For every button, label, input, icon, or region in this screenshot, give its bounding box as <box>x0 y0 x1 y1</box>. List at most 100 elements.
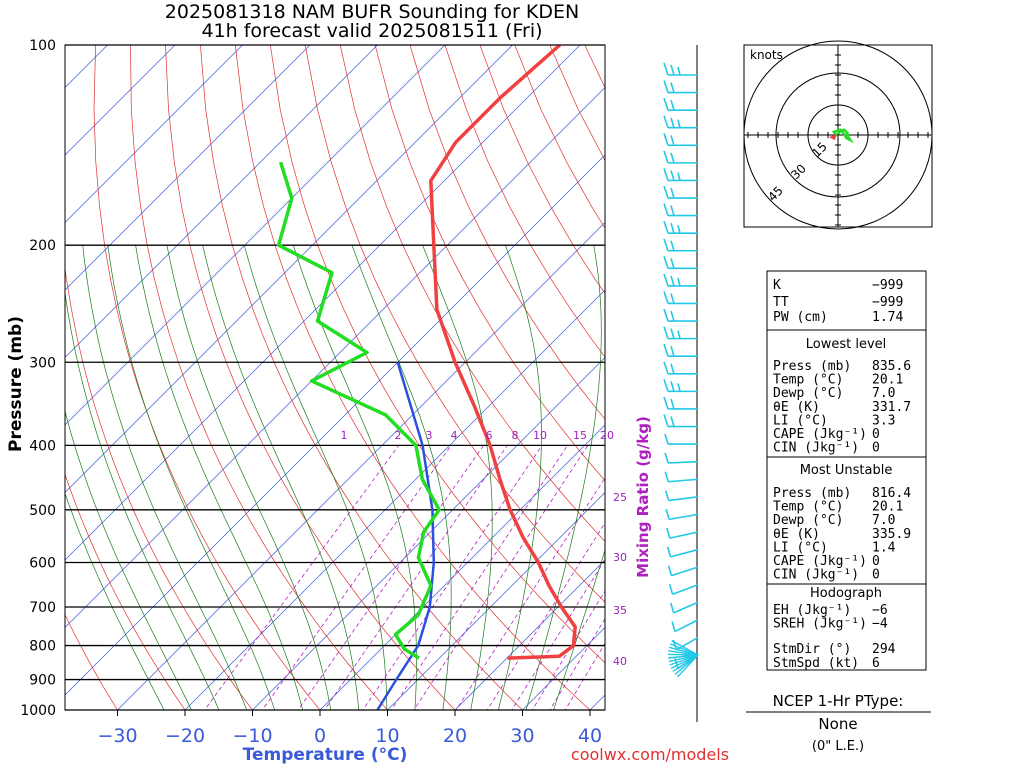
wind-barb <box>664 344 698 356</box>
mixing-ratio-line <box>194 445 399 724</box>
pressure-tick-label: 900 <box>29 673 56 689</box>
mixing-ratio-tick-label: 40 <box>613 655 627 668</box>
wind-barbs <box>664 63 698 677</box>
wind-barb <box>671 602 698 613</box>
wind-barb <box>664 415 698 427</box>
mixing-ratio-tick-label: 20 <box>600 429 614 442</box>
temperature-tick-label: −20 <box>165 725 205 747</box>
wind-barb <box>666 491 698 501</box>
temperature-tick-label: 0 <box>314 725 326 747</box>
mixing-ratio-line <box>252 445 451 724</box>
temperature-tick-label: 40 <box>578 725 602 747</box>
temperature-tick-label: 10 <box>375 725 399 747</box>
mixing-ratio-tick-label: 6 <box>486 429 493 442</box>
pressure-tick-label: 800 <box>29 639 56 655</box>
mixing-ratio-tick-label: 25 <box>613 491 627 504</box>
pressure-tick-label: 600 <box>29 555 56 571</box>
precipitable-water-value: 1.74 <box>872 310 903 325</box>
hodograph-stat-row-label: SREH (Jkg⁻¹) <box>773 617 867 632</box>
hodograph-stat-row-value: 294 <box>872 642 896 657</box>
wind-barb <box>664 63 698 75</box>
hodograph-stat-row-value: 6 <box>872 656 880 671</box>
wind-barb <box>664 98 698 110</box>
mixing-ratio-line <box>541 445 709 724</box>
isotherm-line <box>0 45 310 724</box>
moist-adiabat <box>38 245 198 724</box>
wind-barb <box>664 81 698 93</box>
dry-adiabat <box>94 45 332 724</box>
mixing-ratio-line <box>315 445 508 724</box>
moist-adiabat <box>203 245 360 724</box>
mixing-ratio-tick-label: 4 <box>451 429 458 442</box>
chart-subtitle: 41h forecast valid 2025081511 (Fri) <box>201 20 542 42</box>
k-index-value: −999 <box>872 278 903 293</box>
hodograph-stat-row-label: StmDir (°) <box>773 642 851 657</box>
wind-barb <box>672 620 698 632</box>
pressure-tick-label: 700 <box>29 600 56 616</box>
moist-adiabat <box>108 245 279 724</box>
wind-barb <box>664 397 698 409</box>
k-index-label: K <box>773 278 781 293</box>
wind-barb <box>666 509 698 519</box>
wind-barb <box>664 186 698 198</box>
moist-adiabat <box>136 245 306 724</box>
wind-barb <box>664 133 698 145</box>
moist-adiabat <box>244 245 387 724</box>
ptype-note: (0" L.E.) <box>812 739 864 754</box>
wind-barb <box>664 327 698 339</box>
pressure-tick-label: 300 <box>29 355 56 371</box>
mixing-ratio-tick-label: 30 <box>613 551 627 564</box>
pressure-tick-label: 1000 <box>20 703 56 719</box>
moist-adiabat <box>293 245 416 724</box>
lowest-level-row-label: CIN (Jkg⁻¹) <box>773 441 859 456</box>
moist-adiabat <box>522 245 601 724</box>
wind-barb <box>665 434 698 444</box>
wind-barb <box>664 116 698 128</box>
dry-adiabat <box>57 45 264 724</box>
mixing-ratio-tick-label: 15 <box>573 429 587 442</box>
temperature-tick-label: −30 <box>97 725 137 747</box>
dry-adiabat <box>270 45 674 724</box>
total-totals-label: TT <box>773 295 789 310</box>
isotherm-line <box>0 45 243 724</box>
mixing-ratio-tick-label: 10 <box>533 429 547 442</box>
temperature-tick-labels: −30 −20 −10 0 10 20 30 40 <box>97 710 602 747</box>
temperature-tick-label: 20 <box>443 725 467 747</box>
lowest-level-row-value: 0 <box>872 441 880 456</box>
wind-barb <box>664 151 698 163</box>
credit-link[interactable]: coolwx.com/models <box>571 745 729 764</box>
pressure-tick-label: 100 <box>29 38 56 54</box>
y-axis-label: Pressure (mb) <box>6 316 26 452</box>
wind-barb <box>667 528 698 538</box>
pressure-tick-label: 500 <box>29 503 56 519</box>
mixing-ratio-tick-label: 35 <box>613 604 627 617</box>
dry-adiabat <box>305 45 742 724</box>
mixing-ratio-line <box>382 445 568 724</box>
mixing-ratio-line <box>353 445 542 724</box>
pressure-tick-label: 200 <box>29 238 56 254</box>
precipitable-water-label: PW (cm) <box>773 310 828 325</box>
mixing-ratio-tick-label: 3 <box>426 429 433 442</box>
hodograph-heading: Hodograph <box>810 586 882 601</box>
dry-adiabat <box>17 45 195 724</box>
dry-adiabat <box>235 45 605 724</box>
temperature-tick-label: −10 <box>232 725 272 747</box>
wind-barb <box>665 472 698 482</box>
wind-barb <box>669 566 698 576</box>
wind-barb <box>664 221 698 233</box>
temperature-tick-label: 30 <box>510 725 534 747</box>
mixing-ratio-tick-label: 2 <box>395 429 402 442</box>
wind-barb <box>664 362 698 374</box>
wind-barb <box>665 453 698 463</box>
hodograph-units: knots <box>750 48 783 62</box>
mixing-ratio-tick-label: 1 <box>341 429 348 442</box>
wind-barb <box>664 274 698 286</box>
wind-barb <box>664 309 698 321</box>
x-axis-label: Temperature (°C) <box>243 745 408 765</box>
wind-barb <box>664 291 698 303</box>
ptype-value: None <box>818 715 857 733</box>
hodograph-stat-row-value: −4 <box>872 617 888 632</box>
wind-barb <box>664 256 698 268</box>
